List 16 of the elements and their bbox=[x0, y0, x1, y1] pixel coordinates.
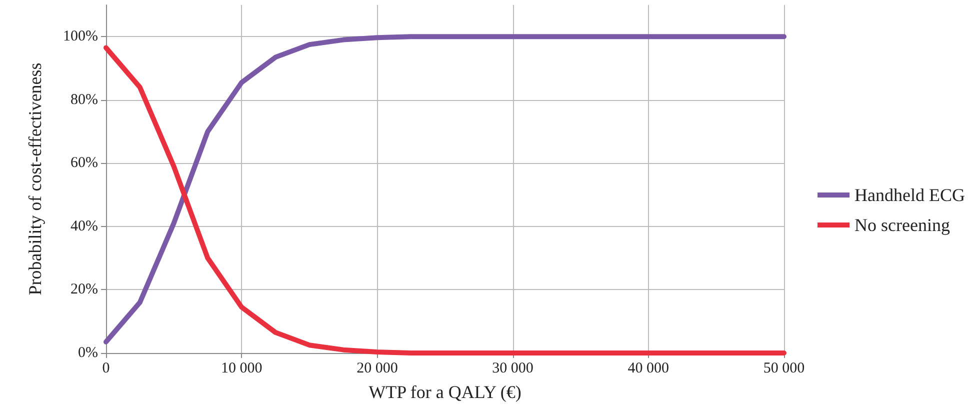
y-tick-label: 100% bbox=[63, 28, 98, 45]
x-tick-label: 50 000 bbox=[763, 360, 805, 376]
y-tick-label: 0% bbox=[78, 345, 98, 361]
x-axis-title: WTP for a QALY (€) bbox=[368, 382, 522, 402]
legend-label: No screening bbox=[854, 215, 950, 235]
y-tick-label: 80% bbox=[70, 92, 98, 108]
y-axis-title: Probability of cost-effectiveness bbox=[25, 62, 45, 296]
y-tick-label: 60% bbox=[70, 155, 98, 172]
legend-label: Handheld ECG bbox=[854, 185, 966, 205]
x-tick-label: 0 bbox=[102, 360, 110, 376]
x-tick-label: 30 000 bbox=[492, 360, 534, 376]
x-tick-label: 20 000 bbox=[356, 360, 398, 376]
y-tick-label: 20% bbox=[70, 282, 98, 298]
x-tick-label: 10 000 bbox=[220, 360, 262, 376]
x-tick-label: 40 000 bbox=[628, 360, 670, 376]
y-tick-label: 40% bbox=[70, 218, 98, 234]
